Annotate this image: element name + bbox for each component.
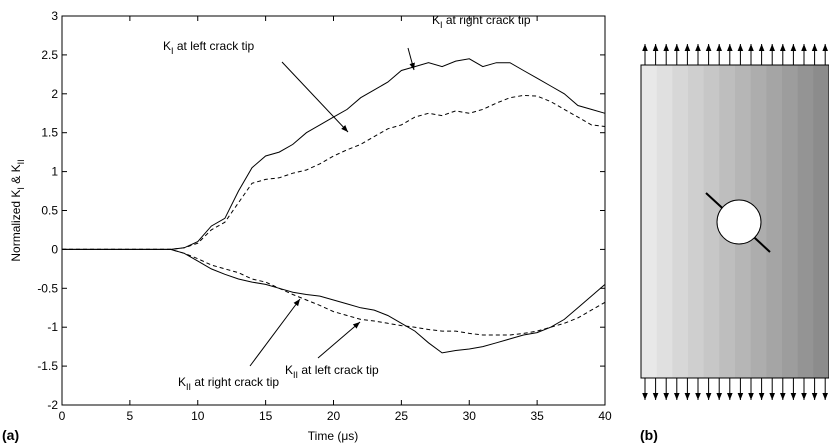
y-tick-label: 0: [51, 242, 58, 256]
annotation-symbol: K: [178, 375, 186, 389]
gradient-stripe: [688, 65, 705, 378]
x-tick-label: 0: [59, 409, 66, 423]
subscript: I: [440, 20, 443, 30]
y-axis-label: Normalized KI & KII: [9, 159, 26, 261]
gradient-stripe: [813, 65, 829, 378]
annotation-symbol: K: [163, 39, 171, 53]
gradient-stripe: [766, 65, 783, 378]
gradient-stripe: [641, 65, 658, 378]
annotation-text: at right crack tip: [191, 375, 279, 389]
label-text: & K: [9, 164, 23, 187]
annotation: KII at right crack tip: [178, 375, 279, 392]
panel-label: (b): [640, 427, 658, 443]
x-tick-label: 15: [259, 409, 273, 423]
y-tick-label: -0.5: [37, 281, 58, 295]
x-axis-label: Time (μs): [308, 429, 358, 443]
x-tick-label: 30: [463, 409, 477, 423]
y-tick-label: 1: [51, 165, 58, 179]
specimen: [640, 64, 829, 379]
hole: [716, 199, 762, 245]
subscript: II: [16, 159, 26, 164]
annotation-arrow: [317, 321, 361, 359]
y-tick-label: -1: [47, 320, 58, 334]
y-tick-label: 1.5: [41, 126, 58, 140]
subscript: II: [293, 370, 298, 380]
plot-frame: [61, 15, 606, 406]
gradient-stripe: [782, 65, 799, 378]
subscript: I: [171, 46, 174, 56]
label-text: Normalized K: [9, 190, 23, 262]
annotation-symbol: K: [432, 13, 440, 27]
gradient-stripe: [797, 65, 814, 378]
y-tick-label: -1.5: [37, 359, 58, 373]
annotation-text: at left crack tip: [298, 363, 379, 377]
annotation-symbol: K: [285, 363, 293, 377]
annotation: KII at left crack tip: [285, 363, 379, 380]
annotation-arrow: [281, 61, 349, 133]
annotation-text: at right crack tip: [443, 13, 531, 27]
subscript: II: [186, 382, 191, 392]
annotation: KI at right crack tip: [432, 13, 531, 30]
annotation-text: at left crack tip: [174, 39, 255, 53]
y-tick-label: -2: [47, 398, 58, 412]
y-tick-label: 2: [51, 87, 58, 101]
series-line: [62, 248, 606, 336]
gradient-stripe: [703, 65, 720, 378]
y-tick-label: 0.5: [41, 204, 58, 218]
x-tick-label: 20: [327, 409, 341, 423]
panel-label: (a): [2, 427, 19, 443]
y-tick-label: 2.5: [41, 48, 58, 62]
subscript: I: [16, 187, 26, 190]
series-line: [62, 248, 606, 354]
specimen-diagram: [640, 44, 829, 400]
annotation-arrow: [249, 298, 301, 367]
gradient-stripe: [672, 65, 689, 378]
x-tick-label: 25: [395, 409, 409, 423]
series-line: [62, 94, 606, 250]
x-tick-label: 40: [598, 409, 612, 423]
annotation-arrow: [407, 47, 415, 71]
x-tick-label: 5: [127, 409, 134, 423]
gradient-stripe: [656, 65, 673, 378]
x-tick-label: 10: [191, 409, 205, 423]
y-tick-label: 3: [51, 9, 58, 23]
annotation: KI at left crack tip: [163, 39, 255, 56]
series-line: [62, 58, 606, 250]
x-tick-label: 35: [530, 409, 544, 423]
